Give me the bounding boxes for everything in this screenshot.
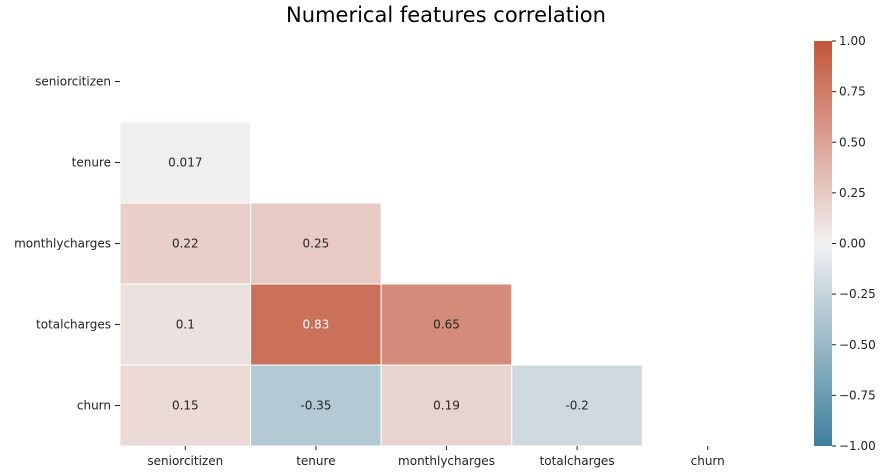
heatmap-cell-label: 0.25: [303, 237, 330, 251]
heatmap-cells: [119, 121, 643, 447]
colorbar-tick-label: 0.75: [839, 85, 866, 99]
heatmap-cell-tenure-seniorcitizen: [119, 121, 252, 204]
y-tick-label: tenure: [72, 156, 111, 170]
heatmap-cell-label: 0.22: [172, 237, 199, 251]
heatmap-cell-totalcharges-monthlycharges: [380, 283, 513, 366]
heatmap-cell-label: 0.65: [433, 318, 460, 332]
heatmap-cell-churn-tenure: [250, 364, 382, 447]
heatmap-cell-totalcharges-seniorcitizen: [119, 283, 252, 366]
heatmap-cell-label: 0.15: [172, 399, 199, 413]
chart-title: Numerical features correlation: [286, 3, 606, 27]
colorbar-tick-label: 0.50: [839, 135, 866, 149]
colorbar-tick-label: −0.50: [839, 338, 876, 352]
heatmap-cell-labels: 0.017 0.22 0.25 0.1 0.83 0.65 0.15 -0.35 0.19 -0.…: [168, 156, 589, 413]
heatmap-cell-label: 0.19: [433, 399, 460, 413]
y-tick-label: monthlycharges: [14, 237, 111, 251]
heatmap-cell-label: 0.83: [303, 318, 330, 332]
x-tick-label: churn: [691, 454, 725, 468]
heatmap-cell-totalcharges-tenure: [250, 283, 382, 366]
colorbar-tick-label: −1.00: [839, 439, 876, 453]
colorbar-gradient: [814, 41, 832, 446]
x-tick-label: monthlycharges: [398, 454, 495, 468]
y-axis: seniorcitizen tenure monthlycharges totalch…: [14, 75, 120, 413]
heatmap-cell-label: -0.35: [300, 399, 331, 413]
x-tick-label: seniorcitizen: [147, 454, 223, 468]
x-axis: seniorcitizen tenure monthlycharges totalch…: [147, 446, 725, 468]
y-tick-label: totalcharges: [36, 318, 111, 332]
colorbar-tick-label: −0.75: [839, 388, 876, 402]
y-tick-label: seniorcitizen: [35, 75, 111, 89]
heatmap-cell-monthlycharges-tenure: [250, 202, 382, 285]
heatmap-cell-label: -0.2: [565, 399, 588, 413]
colorbar-tick-label: 1.00: [839, 34, 866, 48]
heatmap-cell-label: 0.017: [168, 156, 202, 170]
colorbar-tick-label: 0.00: [839, 237, 866, 251]
heatmap-cell-label: 0.1: [176, 318, 195, 332]
x-tick-label: totalcharges: [540, 454, 615, 468]
heatmap-cell-monthlycharges-seniorcitizen: [119, 202, 252, 285]
heatmap-cell-churn-totalcharges: [511, 364, 643, 447]
y-tick-label: churn: [77, 399, 111, 413]
x-tick-label: tenure: [296, 454, 335, 468]
colorbar: 1.00 0.75 0.50 0.25 0.00 −0.25 −0.50 −0.75 −1.00: [814, 34, 876, 453]
colorbar-tick-label: 0.25: [839, 186, 866, 200]
colorbar-tick-label: −0.25: [839, 287, 876, 301]
